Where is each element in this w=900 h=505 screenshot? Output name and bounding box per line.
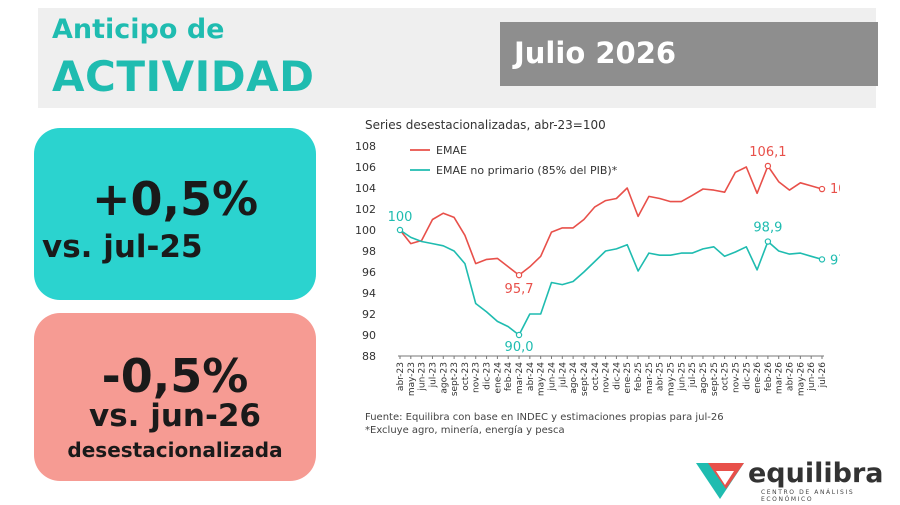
x-tick-label: nov-23	[472, 362, 482, 393]
data-point-marker	[515, 331, 523, 339]
x-tick-label: sept-23	[450, 362, 460, 396]
data-label: 95,7	[505, 282, 534, 297]
x-tick-label: jul-26	[818, 362, 828, 389]
mom-card: -0,5% vs. jun-26 desestacionalizada	[34, 313, 316, 481]
y-tick-label: 92	[362, 308, 376, 321]
x-tick-label: ene-24	[493, 362, 503, 394]
x-tick-label: mar-24	[515, 362, 525, 394]
logo-name: equilibra	[748, 458, 884, 489]
x-tick-label: jul-23	[428, 362, 438, 388]
x-tick-label: jun-25	[677, 362, 687, 392]
x-tick-label: mar-25	[645, 362, 655, 394]
chart-subtitle: Series desestacionalizadas, abr-23=100	[365, 118, 606, 132]
y-tick-label: 96	[362, 266, 376, 279]
data-point-marker	[764, 238, 772, 245]
series-line-emae-no-primario	[399, 229, 823, 336]
data-label: 97,2	[830, 253, 840, 268]
data-point-marker	[818, 185, 826, 193]
date-banner	[500, 22, 878, 86]
data-label: 103,9	[830, 182, 840, 197]
equilibra-logo-icon	[696, 463, 744, 499]
x-tick-label: oct-25	[721, 362, 731, 391]
y-tick-label: 94	[362, 287, 376, 300]
x-tick-label: ago-23	[439, 362, 449, 394]
x-tick-label: jul-24	[558, 362, 568, 389]
y-tick-label: 100	[355, 224, 376, 237]
x-tick-label: abr-25	[656, 362, 666, 391]
x-tick-label: sept-24	[580, 362, 590, 396]
x-tick-label: nov-24	[602, 362, 612, 393]
y-tick-label: 98	[362, 245, 376, 258]
legend-label: EMAE no primario (85% del PIB)*	[436, 164, 618, 177]
x-tick-label: mar-26	[775, 362, 785, 394]
title-line-2: ACTIVIDAD	[52, 52, 315, 101]
x-tick-label: may-26	[796, 362, 806, 396]
x-tick-label: dic-23	[483, 362, 493, 390]
x-tick-label: abr-24	[526, 362, 536, 391]
yoy-label: vs. jul-25	[42, 229, 203, 265]
x-tick-label: feb-24	[504, 362, 514, 391]
data-point-marker	[818, 256, 826, 263]
mom-sublabel: desestacionalizada	[67, 438, 283, 462]
date-label: Julio 2026	[514, 36, 677, 70]
mom-label: vs. jun-26	[89, 398, 261, 434]
x-tick-label: abr-23	[396, 362, 406, 391]
footnote-line: *Excluye agro, minería, energía y pesca	[365, 425, 565, 436]
data-label: 100	[388, 210, 413, 225]
y-tick-label: 90	[362, 329, 376, 342]
source-line: Fuente: Equilibra con base en INDEC y es…	[365, 412, 724, 423]
x-tick-label: may-24	[537, 362, 547, 396]
x-tick-label: jun-24	[547, 362, 557, 392]
y-tick-label: 102	[355, 203, 376, 216]
x-tick-label: dic-25	[742, 362, 752, 390]
y-tick-label: 108	[355, 140, 376, 153]
x-tick-label: ene-26	[753, 362, 763, 394]
legend-label: EMAE	[436, 144, 467, 157]
data-point-marker	[515, 271, 523, 279]
data-point-marker	[764, 162, 772, 170]
y-tick-label: 104	[355, 182, 376, 195]
data-label: 106,1	[749, 145, 786, 160]
logo-tagline: CENTRO DE ANÁLISIS ECONÓMICO	[761, 489, 855, 503]
source-note: Fuente: Equilibra con base en INDEC y es…	[365, 411, 724, 437]
x-tick-label: ago-24	[569, 362, 579, 394]
series-line-emae	[399, 165, 823, 276]
x-tick-label: jul-25	[688, 362, 698, 388]
data-point-marker	[396, 226, 404, 234]
x-tick-label: dic-24	[612, 362, 622, 390]
x-tick-label: ago-25	[699, 362, 709, 394]
x-tick-label: jun-26	[807, 362, 817, 392]
data-label: 98,9	[753, 221, 782, 236]
y-tick-label: 88	[362, 350, 376, 363]
x-tick-label: feb-26	[764, 362, 774, 391]
x-tick-label: sept-25	[710, 362, 720, 396]
title-line-1: Anticipo de	[52, 14, 225, 45]
x-tick-label: oct-23	[461, 362, 471, 391]
x-tick-label: may-25	[667, 362, 677, 396]
x-tick-label: ene-25	[623, 362, 633, 393]
yoy-value: +0,5%	[91, 172, 259, 226]
x-tick-label: jun-23	[418, 362, 428, 392]
x-tick-label: abr-26	[786, 362, 796, 391]
x-tick-label: may-23	[407, 362, 417, 396]
x-tick-label: oct-24	[591, 362, 601, 391]
yoy-card: +0,5% vs. jul-25	[34, 128, 316, 300]
mom-value: -0,5%	[101, 349, 249, 403]
x-tick-label: feb-25	[634, 362, 644, 391]
x-tick-label: nov-25	[731, 362, 741, 393]
data-label: 90,0	[505, 340, 534, 355]
y-tick-label: 106	[355, 161, 376, 174]
